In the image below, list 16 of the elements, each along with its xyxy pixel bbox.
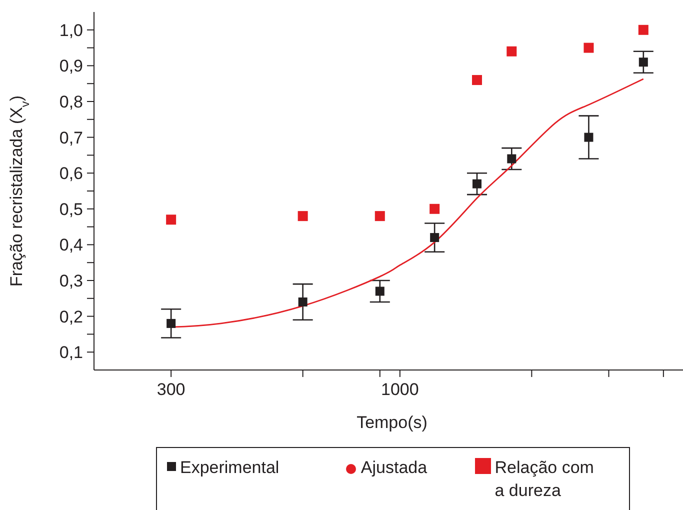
y-tick-label: 0,9 bbox=[59, 56, 83, 76]
y-tick-label: 0,3 bbox=[59, 272, 83, 291]
y-tick-label: 1,0 bbox=[59, 20, 83, 40]
y-tick-label: 0,5 bbox=[59, 200, 83, 219]
y-tick-label: 0,4 bbox=[59, 236, 83, 255]
x-axis-title: Tempo(s) bbox=[356, 413, 428, 432]
y-tick-label: 0,7 bbox=[59, 128, 83, 148]
x-tick-label: 300 bbox=[156, 380, 186, 400]
legend-label: Ajustada bbox=[360, 457, 428, 479]
y-tick-label: 0,8 bbox=[59, 92, 83, 112]
y-tick-label: 0,2 bbox=[59, 307, 83, 326]
legend-label: Experimental bbox=[180, 457, 280, 479]
x-tick-label: 1000 bbox=[381, 380, 419, 400]
y-tick-label: 0,6 bbox=[59, 164, 83, 184]
y-tick-label: 0,1 bbox=[59, 343, 83, 362]
legend-label: Relação com a dureza bbox=[494, 457, 595, 502]
